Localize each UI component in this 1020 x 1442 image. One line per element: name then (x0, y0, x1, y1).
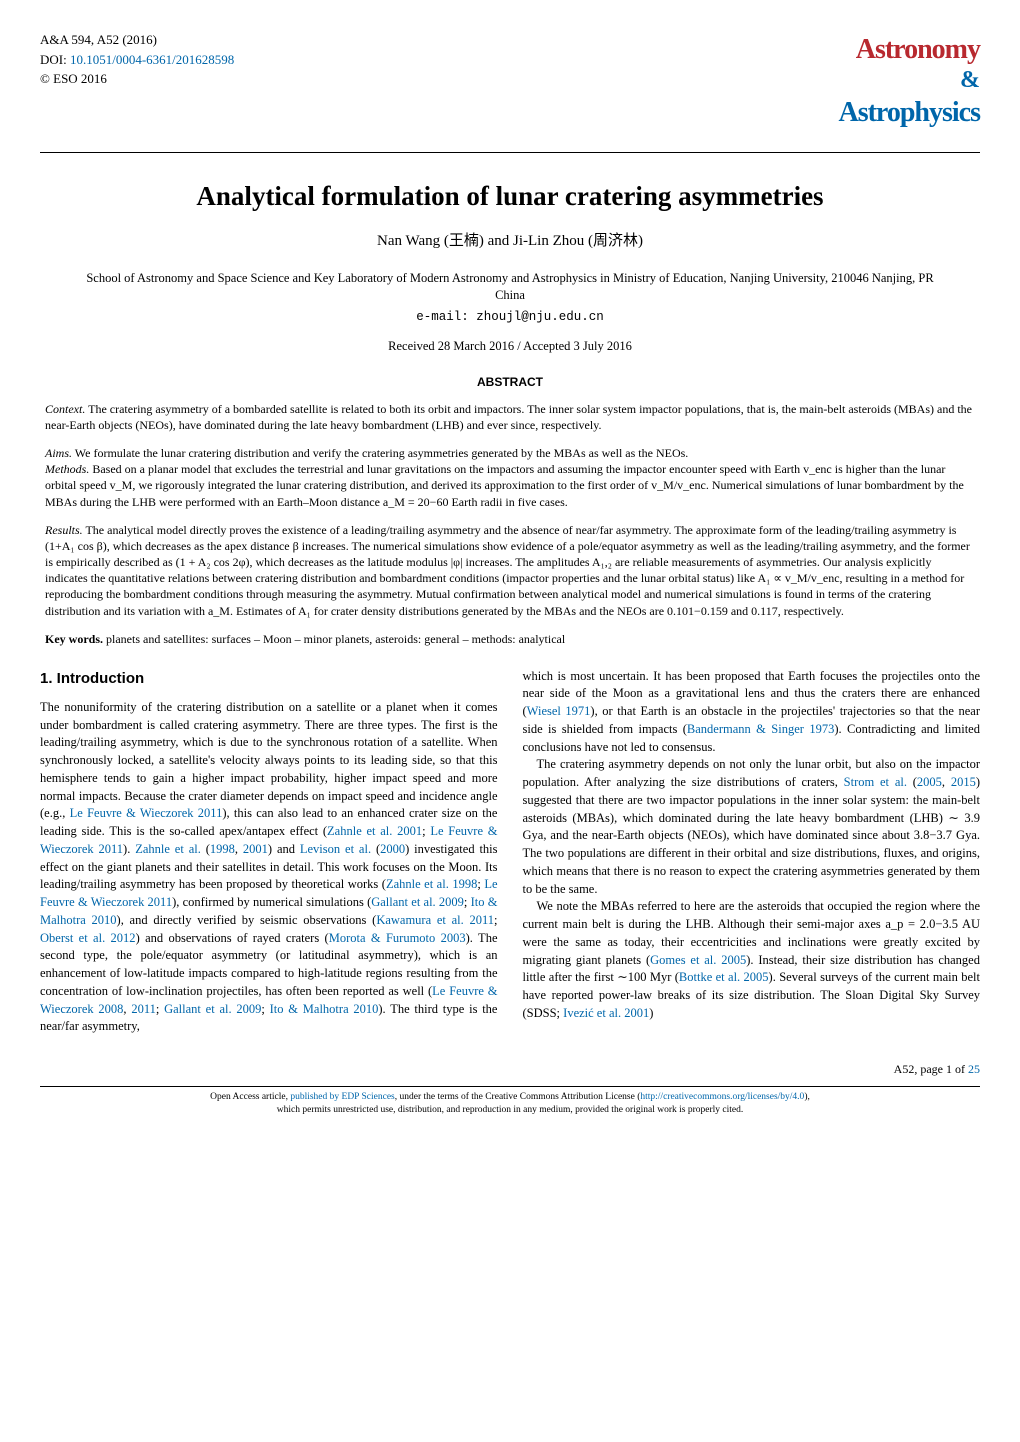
t: ), confirmed by numerical simulations ( (172, 895, 371, 909)
ref-link[interactable]: Oberst et al. 2012 (40, 931, 136, 945)
ref-link[interactable]: 2000 (380, 842, 405, 856)
logo-astrophysics: Astrophysics (838, 93, 980, 132)
ref-link[interactable]: Bandermann & Singer 1973 (687, 722, 834, 736)
publisher-link[interactable]: published by EDP Sciences (290, 1092, 394, 1102)
methods-label: Methods. (45, 462, 89, 476)
t: ; (261, 1002, 269, 1016)
license-footer: Open Access article, published by EDP Sc… (40, 1086, 980, 1118)
left-p1: The nonuniformity of the cratering distr… (40, 699, 498, 1036)
t: ( (201, 842, 210, 856)
t: , (942, 775, 951, 789)
t: ; (156, 1002, 164, 1016)
keywords-label: Key words. (45, 632, 103, 646)
t: ) and observations of rayed craters ( (136, 931, 329, 945)
aims-text: We formulate the lunar cratering distrib… (72, 446, 688, 460)
ref-link[interactable]: Kawamura et al. 2011 (376, 913, 494, 927)
ref-link[interactable]: Gomes et al. 2005 (650, 953, 746, 967)
t: The nonuniformity of the cratering distr… (40, 700, 498, 821)
ref-link[interactable]: Zahnle et al. (135, 842, 201, 856)
t: Open Access article, (210, 1092, 290, 1102)
t: ) and (268, 842, 300, 856)
t: ) (649, 1006, 653, 1020)
ref-link[interactable]: Morota & Furumoto 2003 (329, 931, 466, 945)
journal-logo: Astronomy & Astrophysics (838, 30, 980, 132)
abstract-context: Context. The cratering asymmetry of a bo… (40, 401, 980, 433)
right-p3: We note the MBAs referred to here are th… (523, 898, 981, 1022)
abstract-header: ABSTRACT (40, 374, 980, 391)
ref-link[interactable]: 2011 (131, 1002, 156, 1016)
t: ; (494, 913, 497, 927)
authors: Nan Wang (王楠) and Ji-Lin Zhou (周济林) (40, 231, 980, 252)
dates: Received 28 March 2016 / Accepted 3 July… (40, 338, 980, 356)
results-text: The analytical model directly proves the… (45, 523, 970, 618)
ref-link[interactable]: 2001 (243, 842, 268, 856)
context-text: The cratering asymmetry of a bombarded s… (45, 402, 972, 432)
ref-link[interactable]: Bottke et al. 2005 (679, 970, 769, 984)
doi-prefix: DOI: (40, 52, 70, 67)
right-p1: which is most uncertain. It has been pro… (523, 668, 981, 757)
t: ( (371, 842, 380, 856)
results-label: Results. (45, 523, 83, 537)
left-column: 1. Introduction The nonuniformity of the… (40, 668, 498, 1037)
header-left: A&A 594, A52 (2016) DOI: 10.1051/0004-63… (40, 30, 234, 89)
ref-link[interactable]: Ivezić et al. 2001 (563, 1006, 649, 1020)
t: which permits unrestricted use, distribu… (277, 1105, 743, 1115)
t: ( (907, 775, 917, 789)
ref-link[interactable]: 2005 (917, 775, 942, 789)
keywords-text: planets and satellites: surfaces – Moon … (103, 632, 565, 646)
ref-link[interactable]: Ito & Malhotra 2010 (270, 1002, 379, 1016)
affiliation: School of Astronomy and Space Science an… (40, 270, 980, 305)
ref-link[interactable]: Strom et al. (844, 775, 907, 789)
email-address[interactable]: zhoujl@nju.edu.cn (476, 310, 604, 324)
email-prefix: e-mail: (416, 310, 476, 324)
ref-link[interactable]: Zahnle et al. 1998 (386, 877, 477, 891)
t: ). (123, 842, 135, 856)
copyright: © ESO 2016 (40, 69, 234, 89)
doi-link[interactable]: 10.1051/0004-6361/201628598 (70, 52, 234, 67)
ref-link[interactable]: 2015 (951, 775, 976, 789)
header-row: A&A 594, A52 (2016) DOI: 10.1051/0004-63… (40, 30, 980, 132)
title-separator (40, 152, 980, 153)
ref-link[interactable]: Gallant et al. 2009 (371, 895, 464, 909)
abstract-methods: Methods. Based on a planar model that ex… (40, 461, 980, 510)
section-1-header: 1. Introduction (40, 668, 498, 689)
ref-link[interactable]: Wiesel 1971 (527, 704, 591, 718)
page-footer: A52, page 1 of 25 (40, 1061, 980, 1078)
context-label: Context. (45, 402, 85, 416)
methods-text: Based on a planar model that excludes th… (45, 462, 964, 508)
ref-link[interactable]: Le Feuvre & Wieczorek 2011 (70, 806, 223, 820)
ref-link[interactable]: Levison et al. (300, 842, 371, 856)
logo-astronomy: Astronomy (838, 30, 980, 69)
t: , (235, 842, 243, 856)
paper-title: Analytical formulation of lunar craterin… (40, 178, 980, 216)
abstract-aims: Aims. We formulate the lunar cratering d… (40, 445, 980, 461)
ref-link[interactable]: 1998 (210, 842, 235, 856)
doi-line: DOI: 10.1051/0004-6361/201628598 (40, 50, 234, 70)
right-column: which is most uncertain. It has been pro… (523, 668, 981, 1037)
license-url-link[interactable]: http://creativecommons.org/licenses/by/4… (640, 1092, 804, 1102)
two-column-body: 1. Introduction The nonuniformity of the… (40, 668, 980, 1037)
t: , under the terms of the Creative Common… (395, 1092, 641, 1102)
abstract-results: Results. The analytical model directly p… (40, 522, 980, 619)
t: ) suggested that there are two impactor … (523, 775, 981, 896)
journal-ref: A&A 594, A52 (2016) (40, 30, 234, 50)
email-line: e-mail: zhoujl@nju.edu.cn (40, 309, 980, 327)
right-p2: The cratering asymmetry depends on not o… (523, 756, 981, 898)
page-total-link[interactable]: 25 (968, 1062, 980, 1076)
ref-link[interactable]: Zahnle et al. 2001 (327, 824, 422, 838)
t: ), and directly verified by seismic obse… (117, 913, 377, 927)
ref-link[interactable]: Gallant et al. 2009 (164, 1002, 261, 1016)
aims-label: Aims. (45, 446, 72, 460)
t: ; (464, 895, 471, 909)
t: ), (804, 1092, 810, 1102)
keywords: Key words. planets and satellites: surfa… (40, 631, 980, 648)
page-ref: A52, page 1 of (894, 1062, 968, 1076)
